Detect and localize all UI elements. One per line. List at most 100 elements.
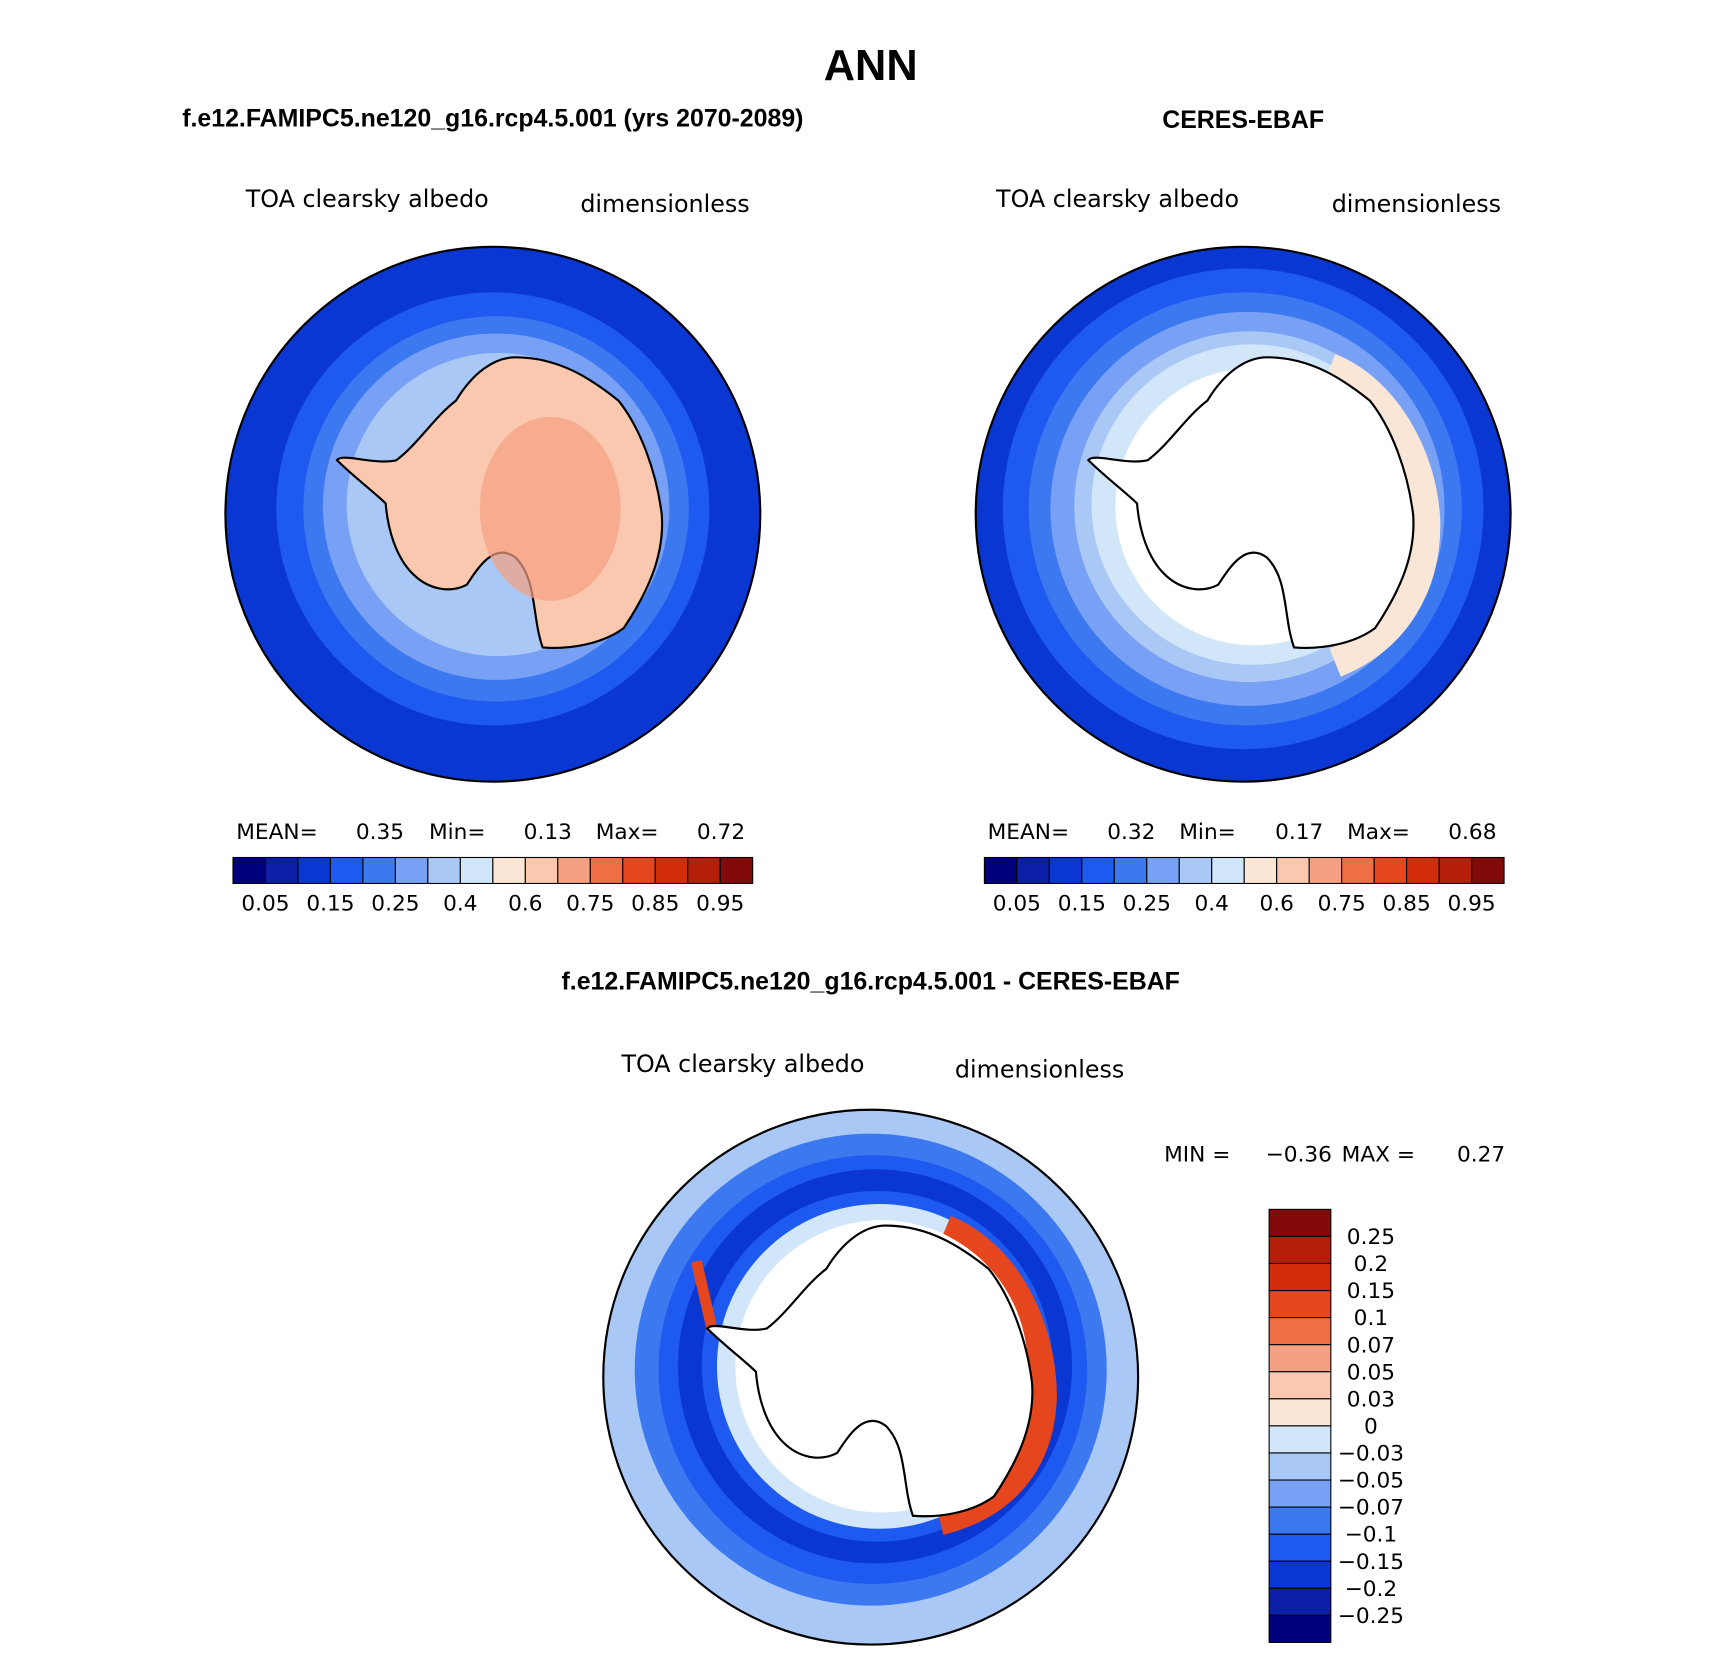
colorbar-tick-label: 0.95 xyxy=(1447,892,1495,917)
diff-colorbar-swatch xyxy=(1268,1614,1332,1643)
colorbar-swatch xyxy=(297,856,331,885)
diff-colorbar-swatch xyxy=(1268,1398,1332,1427)
diff-colorbar-swatch xyxy=(1268,1290,1332,1319)
figure-title: ANN xyxy=(824,42,918,90)
diff-colorbar-swatch xyxy=(1268,1425,1332,1454)
colorbar-swatch xyxy=(1113,856,1148,885)
panel-diff-title: f.e12.FAMIPC5.ne120_g16.rcp4.5.001 - CER… xyxy=(562,968,1180,996)
colorbar-swatch xyxy=(654,856,689,885)
obs-mean-label: MEAN= xyxy=(988,820,1069,845)
diff-min-value: −0.36 xyxy=(1266,1143,1332,1168)
obs-max-label: Max= xyxy=(1347,820,1410,845)
diff-colorbar-tick-label: −0.2 xyxy=(1345,1577,1398,1602)
colorbar-tick-label: 0.05 xyxy=(241,892,289,917)
obs-map-border xyxy=(974,245,1512,783)
colorbar-swatch xyxy=(1471,856,1505,885)
colorbar-tick-label: 0.05 xyxy=(993,892,1041,917)
diff-colorbar-tick-label: 0.05 xyxy=(1347,1360,1395,1385)
colorbar-swatch xyxy=(1178,856,1213,885)
colorbar-swatch xyxy=(1211,856,1245,885)
diff-colorbar-tick-label: 0.1 xyxy=(1354,1306,1388,1331)
model-mean-value: 0.35 xyxy=(356,820,404,845)
colorbar-swatch xyxy=(524,856,559,885)
diff-colorbar-tick-label: −0.05 xyxy=(1338,1469,1404,1494)
diff-polar-map xyxy=(603,1109,1139,1645)
diff-colorbar-swatch xyxy=(1268,1479,1332,1508)
colorbar-swatch xyxy=(1081,856,1115,885)
diff-colorbar-tick-label: −0.15 xyxy=(1338,1550,1404,1575)
panel-diff-units: dimensionless xyxy=(955,1055,1124,1083)
colorbar-swatch xyxy=(232,856,267,885)
diff-colorbar-swatch xyxy=(1268,1452,1332,1481)
colorbar-swatch xyxy=(557,856,591,885)
colorbar-swatch xyxy=(1341,856,1375,885)
colorbar-swatch xyxy=(1243,856,1278,885)
panel-obs-units: dimensionless xyxy=(1332,190,1501,218)
colorbar-swatch xyxy=(687,856,721,885)
model-polar-map xyxy=(225,246,761,782)
model-stats: MEAN= 0.35 Min= 0.13 Max= 0.72 xyxy=(236,820,745,845)
colorbar-tick-label: 0.25 xyxy=(371,892,419,917)
model-min-label: Min= xyxy=(429,820,486,845)
obs-polar-map xyxy=(975,246,1511,782)
diff-min-label: MIN = xyxy=(1164,1143,1230,1168)
diff-colorbar-tick-label: 0.15 xyxy=(1347,1279,1395,1304)
diff-colorbar-swatch xyxy=(1268,1317,1332,1346)
colorbar-tick-label: 0.4 xyxy=(443,892,477,917)
diff-colorbar-tick-label: −0.07 xyxy=(1338,1496,1404,1521)
colorbar-tick-label: 0.75 xyxy=(566,892,614,917)
colorbar-swatch xyxy=(427,856,461,885)
colorbar-swatch xyxy=(459,856,494,885)
diff-colorbar-swatch xyxy=(1268,1587,1332,1616)
panel-model-title: f.e12.FAMIPC5.ne120_g16.rcp4.5.001 (yrs … xyxy=(182,105,803,133)
panel-obs: CERES-EBAF TOA clearsky albedo dimension… xyxy=(974,106,1512,917)
colorbar-tick-label: 0.6 xyxy=(1259,892,1293,917)
colorbar-tick-label: 0.75 xyxy=(1318,892,1366,917)
diff-colorbar-tick-label: −0.1 xyxy=(1345,1523,1398,1548)
model-max-label: Max= xyxy=(596,820,659,845)
colorbar-tick-label: 0.15 xyxy=(1058,892,1106,917)
colorbar-swatch xyxy=(1438,856,1473,885)
colorbar-swatch xyxy=(394,856,429,885)
diff-colorbar-swatch xyxy=(1268,1235,1332,1265)
diff-colorbar-tick-label: 0.2 xyxy=(1354,1252,1388,1277)
diff-colorbar: 0.250.20.150.10.070.050.030−0.03−0.05−0.… xyxy=(1268,1208,1404,1643)
colorbar-swatch xyxy=(1048,856,1083,885)
diff-colorbar-tick-label: −0.25 xyxy=(1338,1604,1404,1629)
diff-colorbar-tick-label: −0.03 xyxy=(1338,1442,1404,1467)
obs-stats: MEAN= 0.32 Min= 0.17 Max= 0.68 xyxy=(988,820,1497,845)
diff-stats: MIN = −0.36 MAX = 0.27 xyxy=(1164,1143,1505,1168)
colorbar-swatch xyxy=(362,856,396,885)
colorbar-swatch xyxy=(1406,856,1440,885)
colorbar-tick-label: 0.6 xyxy=(508,892,542,917)
diff-colorbar-tick-label: 0.07 xyxy=(1347,1333,1395,1358)
diff-colorbar-swatch xyxy=(1268,1262,1332,1292)
panel-obs-variable: TOA clearsky albedo xyxy=(995,185,1239,213)
colorbar-swatch xyxy=(1276,856,1310,885)
obs-mean-value: 0.32 xyxy=(1107,820,1155,845)
colorbar-tick-label: 0.15 xyxy=(306,892,354,917)
model-max-value: 0.72 xyxy=(697,820,745,845)
colorbar-swatch xyxy=(1146,856,1180,885)
colorbar-swatch xyxy=(589,856,624,885)
model-map-border xyxy=(224,245,762,783)
diff-colorbar-swatch xyxy=(1268,1208,1332,1237)
panel-diff-variable: TOA clearsky albedo xyxy=(620,1050,864,1078)
diff-colorbar-tick-label: 0.03 xyxy=(1347,1387,1395,1412)
diff-colorbar-swatch xyxy=(1268,1560,1332,1589)
model-colorbar: 0.05 0.15 0.25 0.4 0.6 0.75 0.85 0.95 xyxy=(232,856,754,917)
panel-model-variable: TOA clearsky albedo xyxy=(245,185,489,213)
panel-obs-title: CERES-EBAF xyxy=(1162,106,1324,134)
colorbar-swatch xyxy=(622,856,656,885)
colorbar-swatch xyxy=(1373,856,1408,885)
colorbar-tick-label: 0.85 xyxy=(1383,892,1431,917)
colorbar-swatch xyxy=(492,856,526,885)
diff-colorbar-swatch xyxy=(1268,1506,1332,1535)
colorbar-swatch xyxy=(1016,856,1050,885)
panel-model: f.e12.FAMIPC5.ne120_g16.rcp4.5.001 (yrs … xyxy=(182,105,803,917)
diff-max-value: 0.27 xyxy=(1457,1143,1505,1168)
colorbar-swatch xyxy=(1308,856,1343,885)
obs-max-value: 0.68 xyxy=(1448,820,1496,845)
colorbar-tick-label: 0.85 xyxy=(631,892,679,917)
model-min-value: 0.13 xyxy=(524,820,572,845)
